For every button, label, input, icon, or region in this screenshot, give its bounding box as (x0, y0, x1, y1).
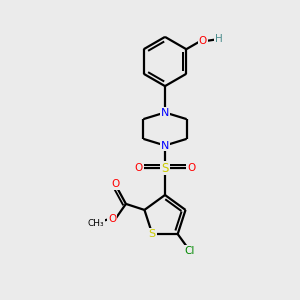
Text: S: S (161, 161, 169, 175)
Text: O: O (108, 214, 116, 224)
Text: O: O (199, 36, 207, 46)
Text: O: O (111, 179, 119, 189)
Text: O: O (187, 163, 195, 173)
Text: S: S (149, 229, 156, 239)
Text: Cl: Cl (184, 246, 195, 256)
Text: H: H (215, 34, 223, 44)
Text: O: O (135, 163, 143, 173)
Text: CH₃: CH₃ (88, 219, 104, 228)
Text: N: N (161, 107, 169, 118)
Text: N: N (161, 140, 169, 151)
